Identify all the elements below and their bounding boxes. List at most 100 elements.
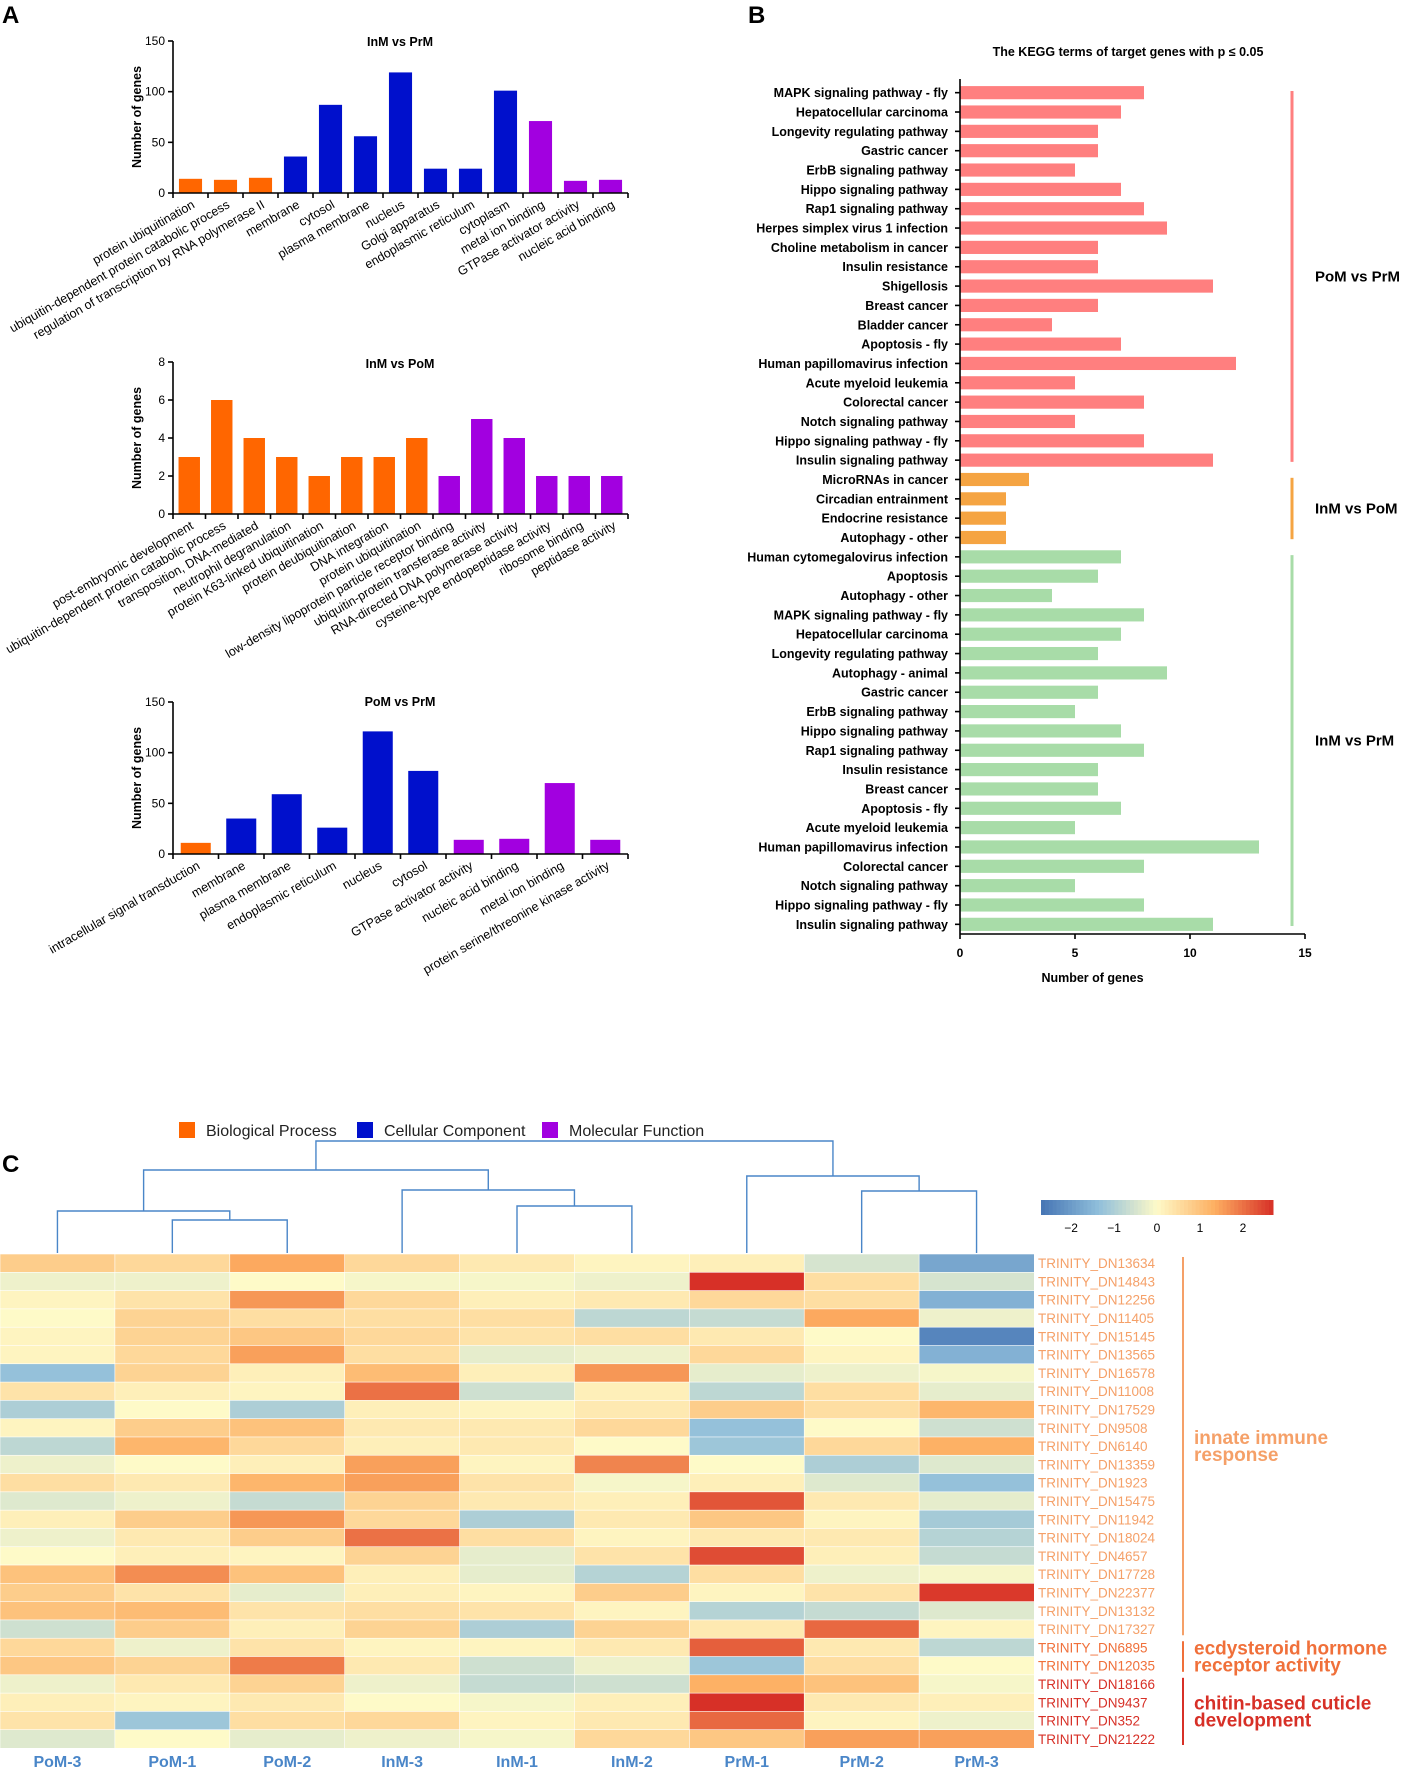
heat-cell <box>114 1308 231 1328</box>
heat-cell <box>803 1418 920 1438</box>
heat-cell <box>918 1326 1035 1347</box>
heat-cell <box>803 1345 920 1365</box>
heat-cell <box>918 1674 1035 1694</box>
heat-cell <box>574 1308 690 1328</box>
kegg-term-label: Circadian entrainment <box>816 492 949 506</box>
row-label: TRINITY_DN15475 <box>1038 1494 1155 1509</box>
column-label: PrM-3 <box>954 1754 999 1769</box>
heat-cell <box>0 1491 116 1511</box>
kegg-term-label: Choline metabolism in cancer <box>771 241 948 255</box>
colorbar-segment <box>1126 1200 1131 1215</box>
heat-cell <box>344 1363 461 1383</box>
colorbar-segment <box>1106 1200 1112 1215</box>
kegg-bar <box>960 705 1075 719</box>
heat-cell <box>459 1400 576 1420</box>
column-label: PoM-2 <box>263 1754 311 1769</box>
heat-cell <box>229 1619 346 1639</box>
heat-cell <box>344 1528 461 1548</box>
dendrogram-link <box>746 1175 920 1253</box>
kegg-term-label: Herpes simplex virus 1 infection <box>756 222 948 236</box>
heat-cell <box>574 1564 690 1584</box>
heat-cell <box>229 1674 346 1694</box>
colorbar-segment <box>1075 1200 1081 1215</box>
group-label: PoM vs PrM <box>1315 268 1400 285</box>
colorbar-tick-label: 1 <box>1197 1221 1204 1235</box>
heat-cell <box>459 1253 576 1273</box>
category-label: nucleus <box>340 858 384 892</box>
heat-cell <box>114 1729 231 1749</box>
bar <box>271 794 302 854</box>
heat-cell <box>803 1564 920 1584</box>
colorbar-segment <box>1157 1200 1162 1215</box>
go-chart-pom-vs-prm: PoM vs PrM Number of genes 0 50 100 150 intrac… <box>47 695 629 977</box>
heat-cell <box>689 1454 805 1475</box>
colorbar-tick-label: −2 <box>1064 1221 1078 1235</box>
heat-cell <box>689 1637 805 1658</box>
heat-cell <box>0 1674 116 1694</box>
heat-cell <box>459 1711 576 1731</box>
heat-cell <box>229 1436 346 1456</box>
heat-cell <box>0 1601 116 1621</box>
heat-cell <box>114 1528 231 1548</box>
heat-cell <box>689 1619 805 1639</box>
kegg-term-label: Longevity regulating pathway <box>772 647 948 661</box>
colorbar-segment <box>1203 1200 1208 1215</box>
heat-cell <box>114 1619 231 1639</box>
heat-cell <box>803 1271 920 1292</box>
column-label: PoM-3 <box>33 1754 81 1769</box>
bar <box>318 104 343 193</box>
kegg-bar <box>960 86 1144 100</box>
heat-cell <box>689 1729 805 1749</box>
colorbar-segment <box>1172 1200 1177 1215</box>
heat-cell <box>229 1564 346 1584</box>
chart-title: PoM vs PrM <box>365 695 436 709</box>
heat-cell <box>229 1692 346 1713</box>
colorbar-segment <box>1110 1200 1115 1215</box>
heat-cell <box>918 1583 1035 1603</box>
heat-cell <box>0 1637 116 1658</box>
kegg-term-label: MAPK signaling pathway - fly <box>774 86 948 100</box>
row-label: TRINITY_DN14843 <box>1038 1274 1155 1289</box>
heat-cell <box>229 1345 346 1365</box>
row-label: TRINITY_DN13359 <box>1038 1457 1155 1472</box>
kegg-bar <box>960 260 1098 274</box>
heat-cell <box>229 1326 346 1347</box>
y-tick-label: 100 <box>145 746 165 760</box>
heat-cell <box>689 1546 805 1566</box>
bar <box>458 168 483 193</box>
heat-cell <box>574 1509 690 1530</box>
heat-cell <box>918 1656 1035 1676</box>
colorbar-segment <box>1226 1200 1231 1215</box>
heat-cell <box>574 1418 690 1438</box>
x-tick-label: 15 <box>1298 946 1312 960</box>
colorbar-segment <box>1211 1200 1216 1215</box>
heat-cell <box>574 1345 690 1365</box>
colorbar-segment <box>1230 1200 1235 1215</box>
kegg-bar <box>960 105 1121 119</box>
heat-cell <box>803 1692 920 1713</box>
colorbar-segment <box>1257 1200 1262 1215</box>
heat-cell <box>0 1271 116 1292</box>
row-label: TRINITY_DN16578 <box>1038 1366 1155 1381</box>
chart-title: InM vs PrM <box>367 35 433 49</box>
heat-cell <box>689 1253 805 1273</box>
heat-cell <box>689 1290 805 1310</box>
y-tick-label: 0 <box>158 186 165 200</box>
kegg-term-label: Insulin signaling pathway <box>796 454 948 468</box>
colorbar-segment <box>1242 1200 1247 1215</box>
colorbar-segment <box>1149 1200 1154 1215</box>
kegg-bar <box>960 182 1121 196</box>
heat-cell <box>689 1656 805 1676</box>
kegg-bar <box>960 298 1098 312</box>
heat-cell <box>574 1326 690 1347</box>
colorbar-segment <box>1168 1200 1173 1215</box>
bar <box>388 72 413 193</box>
colorbar-segment <box>1048 1200 1054 1215</box>
kegg-bar <box>960 898 1144 912</box>
row-label: TRINITY_DN17728 <box>1038 1567 1155 1582</box>
colorbar-segment <box>1164 1200 1170 1215</box>
heat-cell <box>114 1711 231 1731</box>
heat-cell <box>459 1619 576 1639</box>
kegg-bar <box>960 782 1098 796</box>
